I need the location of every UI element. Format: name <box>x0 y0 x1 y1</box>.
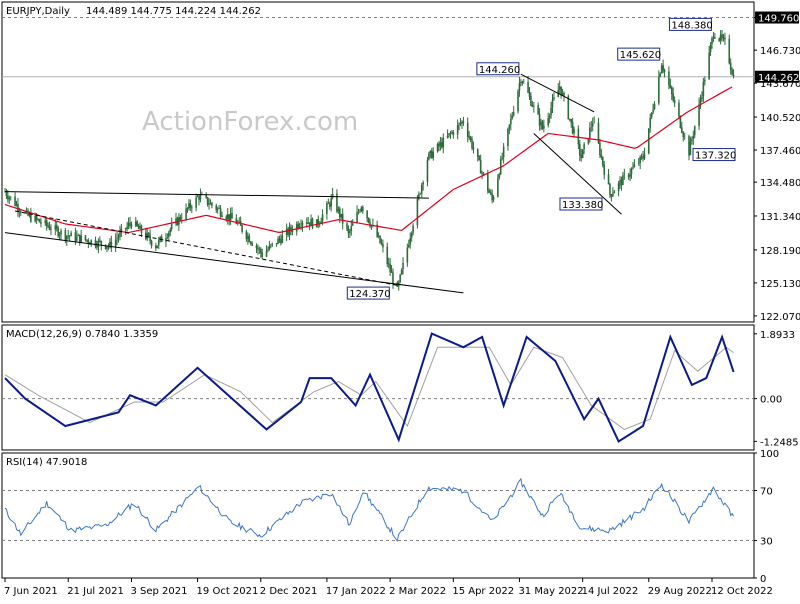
macd-axis-label: 1.8933 <box>760 330 795 341</box>
rsi-indicator-label: RSI(14) 47.9018 <box>6 457 87 468</box>
time-axis-label: 2 Dec 2021 <box>260 586 318 597</box>
time-axis-label: 2 Mar 2022 <box>389 586 446 597</box>
trendline-5 <box>533 133 622 215</box>
price-annotation-box <box>476 62 520 76</box>
trendline-4 <box>520 73 595 113</box>
macd-signal-line <box>4 346 734 431</box>
price-annotation-box <box>668 17 712 31</box>
time-axis-label: 31 May 2022 <box>518 586 583 597</box>
price-axis-label: 143.670 <box>760 79 800 90</box>
price-annotation-label: 148.380 <box>671 20 712 31</box>
current-price-tag <box>755 70 799 83</box>
price-annotation-box <box>346 286 390 300</box>
moving-average-line <box>4 86 733 234</box>
watermark-text: ActionForex.com <box>142 107 358 137</box>
price-axis-label: 122.070 <box>760 312 800 323</box>
current-price-label: 144.262 <box>758 73 799 84</box>
price-axis-label: 125.130 <box>760 279 800 290</box>
price-axis-label: 146.730 <box>760 46 800 57</box>
time-axis-label: 29 Aug 2022 <box>648 586 712 597</box>
price-annotation-label: 144.260 <box>479 65 520 76</box>
price-annotation-label: 124.370 <box>349 289 390 300</box>
resistance-price-tag <box>755 11 799 24</box>
price-axis-label: 134.480 <box>760 178 800 189</box>
time-axis-label: 12 Oct 2022 <box>711 586 773 597</box>
time-axis-label: 17 Jan 2022 <box>326 586 386 597</box>
rsi-axis-label: 0 <box>760 574 766 585</box>
price-axis-label: 149.760 <box>758 14 799 25</box>
rsi-axis-label: 100 <box>760 449 779 460</box>
price-axis-label: 128.190 <box>760 246 800 257</box>
rsi-panel-frame <box>1 452 755 579</box>
macd-indicator-label: MACD(12,26,9) 0.7840 1.3359 <box>6 329 158 340</box>
time-axis-label: 21 Jul 2021 <box>67 586 124 597</box>
chart-ohlc-label: 144.489 144.775 144.224 144.262 <box>86 6 261 17</box>
macd-main-line <box>4 332 735 443</box>
price-annotation-box <box>617 47 661 61</box>
price-annotation-box <box>559 197 603 211</box>
price-annotation-label: 133.380 <box>562 200 603 211</box>
trendline-2 <box>4 232 464 294</box>
macd-axis-label: -1.2485 <box>760 437 799 448</box>
trendline-3 <box>14 210 398 286</box>
time-axis-label: 15 Apr 2022 <box>452 586 514 597</box>
trendline-1 <box>4 191 429 199</box>
price-annotation-label: 137.320 <box>695 151 736 162</box>
rsi-line <box>4 477 734 543</box>
price-annotation-label: 145.620 <box>620 50 661 61</box>
time-axis-label: 14 Jul 2022 <box>582 586 639 597</box>
macd-panel-frame <box>1 324 755 451</box>
time-axis-label: 3 Sep 2021 <box>130 586 187 597</box>
price-axis-label: 140.520 <box>760 113 800 124</box>
rsi-axis-label: 70 <box>760 487 773 498</box>
time-axis-label: 7 Jun 2021 <box>4 586 58 597</box>
rsi-axis-label: 30 <box>760 537 773 548</box>
macd-axis-label: 0.00 <box>760 395 782 406</box>
price-panel-frame <box>1 1 755 323</box>
price-annotation-box <box>692 148 736 162</box>
chart-symbol-label: EURJPY,Daily <box>6 6 70 17</box>
price-axis-label: 131.340 <box>760 212 800 223</box>
price-axis-label: 137.460 <box>760 146 800 157</box>
time-axis-label: 19 Oct 2021 <box>197 586 259 597</box>
